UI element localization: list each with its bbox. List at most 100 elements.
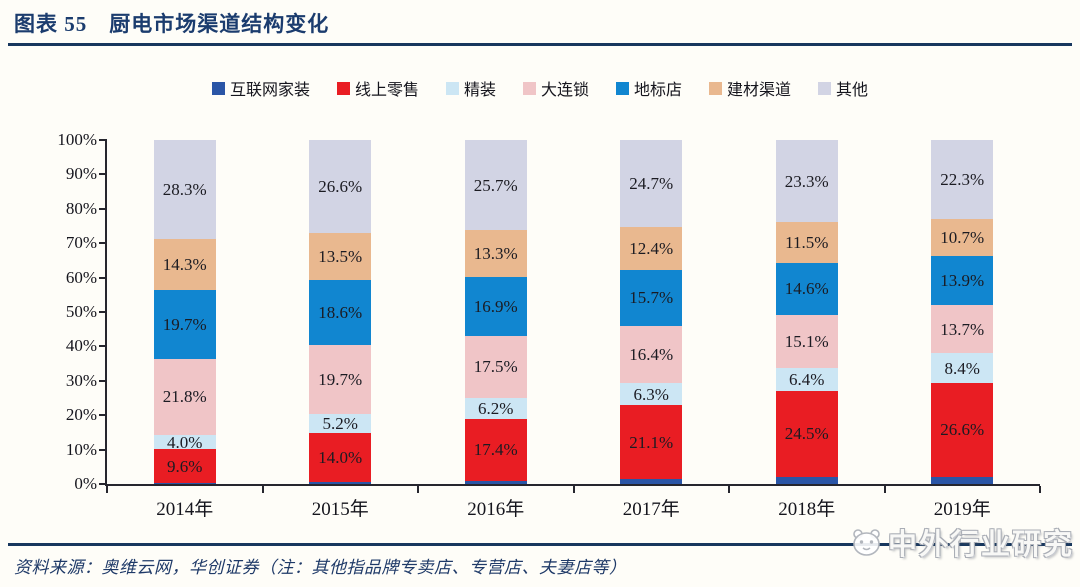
bar-segment: 9.6%	[153, 449, 216, 483]
x-axis-label: 2018年	[778, 499, 836, 520]
bar-segment: 22.3%	[931, 140, 994, 219]
bar-segment: 19.7%	[153, 289, 216, 359]
x-axis-label: 2016年	[467, 499, 525, 520]
segment-value-label: 14.3%	[162, 254, 207, 274]
y-axis-tick	[99, 379, 107, 382]
segment-value-label: 5.2%	[322, 413, 358, 433]
bar-column: 24.5% 6.4% 15.1% 14.6% 11.5% 23.3%	[775, 140, 838, 484]
bar-segment: 14.3%	[153, 239, 216, 290]
segment-value-label: 15.7%	[629, 288, 674, 308]
y-axis-tick-label: 100%	[57, 130, 97, 149]
y-axis-tick	[99, 242, 107, 245]
legend-item: 互联网家装	[211, 76, 310, 100]
segment-value-label: 28.3%	[162, 180, 207, 200]
y-axis-tick	[99, 345, 107, 348]
watermark-logo: 中外行业研究	[848, 521, 1074, 563]
segment-value-label: 6.3%	[633, 384, 669, 404]
x-axis-tick	[572, 486, 575, 493]
segment-value-label: 24.5%	[784, 424, 829, 444]
segment-value-label: 19.7%	[162, 314, 207, 334]
legend-label: 建材渠道	[727, 82, 792, 99]
segment-value-label: 25.7%	[473, 175, 518, 195]
bar-segment: 26.6%	[309, 140, 372, 234]
segment-value-label: 4.0%	[167, 432, 203, 452]
segment-value-label: 6.2%	[478, 399, 514, 419]
segment-value-label: 17.4%	[473, 440, 518, 460]
segment-value-label: 8.4%	[944, 358, 980, 378]
y-axis-tick-label: 40%	[65, 336, 97, 356]
legend-label: 精装	[463, 82, 496, 99]
y-axis-tick-label: 60%	[65, 267, 97, 287]
bar-segment: 15.1%	[775, 314, 838, 369]
bar-segment	[775, 477, 838, 484]
segment-value-label: 15.1%	[784, 331, 829, 351]
legend-swatch-icon	[445, 81, 459, 95]
bar-segment: 17.4%	[464, 419, 527, 481]
bar-segment: 21.1%	[620, 405, 683, 480]
footer-rule	[8, 543, 1072, 546]
segment-value-label: 23.3%	[784, 171, 829, 191]
segment-value-label: 26.6%	[318, 177, 363, 197]
bar-segment	[309, 481, 372, 484]
bar-segment: 10.7%	[931, 218, 994, 257]
bar-segment: 24.7%	[620, 140, 683, 227]
bar-segment	[620, 479, 683, 484]
legend-label: 大连锁	[540, 82, 589, 99]
bar-segment: 24.5%	[775, 390, 838, 478]
segment-value-label: 18.6%	[318, 303, 363, 323]
legend-swatch-icon	[709, 81, 723, 95]
y-axis-tick-label: 90%	[65, 164, 97, 184]
x-axis-tick	[417, 486, 419, 493]
bar-segment: 25.7%	[464, 140, 527, 231]
bar-segment: 13.7%	[931, 305, 994, 354]
y-axis-tick-label: 0%	[74, 474, 97, 493]
legend-item: 线上零售	[336, 76, 419, 100]
segment-value-label: 22.3%	[940, 169, 985, 189]
legend-swatch-icon	[211, 81, 225, 95]
source-note: 资料来源：奥维云网，华创证券（注：其他指品牌专卖店、专营店、夫妻店等）	[14, 558, 627, 577]
x-axis-label: 2014年	[156, 499, 214, 520]
bar-segment: 6.4%	[775, 368, 838, 391]
x-axis-tick	[883, 486, 886, 493]
segment-value-label: 13.5%	[318, 247, 363, 267]
x-axis-tick	[1039, 486, 1041, 493]
y-axis-tick-label: 50%	[65, 302, 97, 321]
segment-value-label: 10.7%	[940, 227, 985, 247]
legend-item: 大连锁	[522, 76, 589, 100]
x-axis-tick	[728, 486, 730, 493]
segment-value-label: 14.0%	[318, 447, 363, 467]
y-axis-tick-label: 80%	[65, 198, 97, 218]
legend-label: 地标店	[634, 82, 683, 99]
figure-title: 图表 55 厨电市场渠道结构变化	[14, 12, 330, 36]
bar-segment: 6.3%	[620, 383, 683, 406]
y-axis-tick-label: 10%	[65, 439, 97, 459]
legend-label: 线上零售	[354, 82, 419, 99]
x-axis-label: 2015年	[311, 499, 369, 520]
bar-column: 17.4% 6.2% 17.5% 16.9% 13.3% 25.7%	[464, 140, 527, 484]
bar-segment: 15.7%	[620, 270, 683, 326]
bar-segment: 16.4%	[620, 325, 683, 384]
bar-segment: 6.2%	[464, 397, 527, 420]
bar-segment: 13.3%	[464, 230, 527, 277]
segment-value-label: 21.1%	[629, 432, 674, 452]
bar-segment: 28.3%	[153, 140, 216, 240]
legend-swatch-icon	[818, 81, 832, 95]
bar-segment: 8.4%	[931, 353, 994, 383]
x-axis-tick	[261, 486, 264, 493]
y-axis-tick-label: 20%	[65, 405, 97, 425]
bar-segment	[153, 482, 216, 484]
y-axis-tick	[99, 276, 107, 279]
segment-value-label: 16.9%	[473, 297, 518, 317]
segment-value-label: 12.4%	[629, 239, 674, 259]
bar-segment: 14.0%	[309, 432, 372, 482]
bar-segment: 18.6%	[309, 280, 372, 346]
legend-item: 精装	[445, 76, 496, 100]
y-axis-tick	[99, 448, 107, 451]
segment-value-label: 9.6%	[167, 456, 203, 476]
legend-label: 互联网家装	[229, 82, 310, 99]
segment-value-label: 17.5%	[473, 357, 518, 377]
legend-item: 建材渠道	[709, 76, 791, 100]
x-axis-label: 2017年	[622, 499, 680, 520]
bar-segment: 13.9%	[931, 256, 994, 306]
